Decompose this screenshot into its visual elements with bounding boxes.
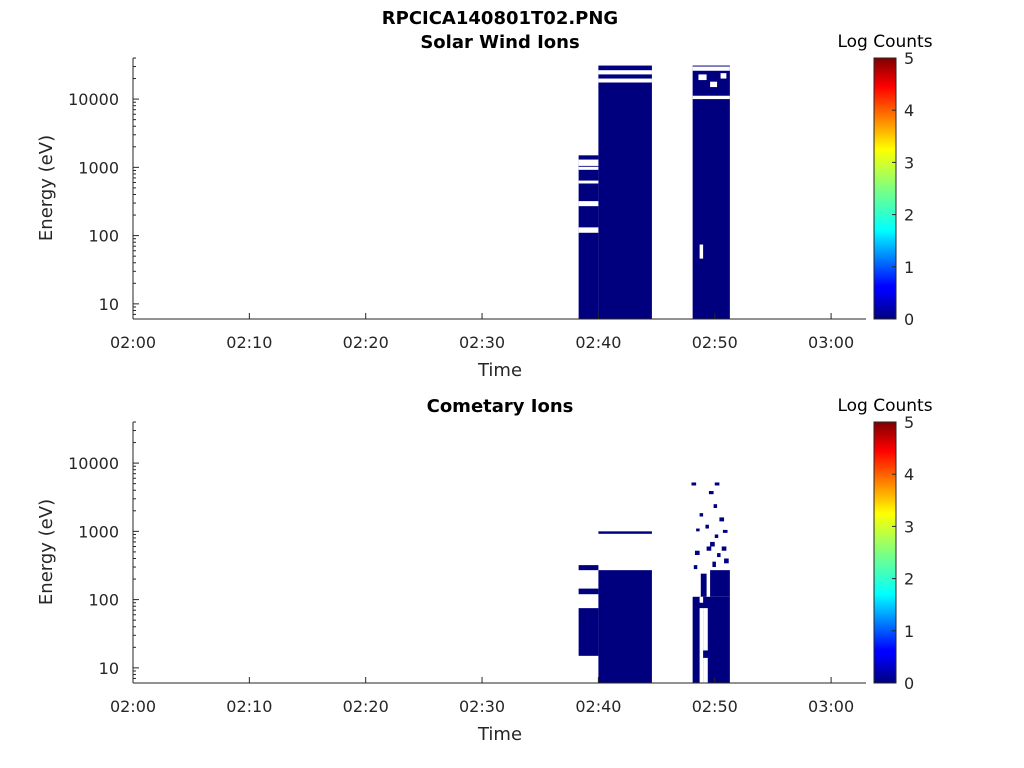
colorbar-tick-label: 3: [904, 153, 914, 172]
colorbar-tick-label: 2: [904, 570, 914, 589]
empty-cell: [578, 227, 599, 233]
heatmap-cell: [700, 573, 707, 597]
x-tick-label: 02:40: [575, 697, 621, 716]
x-tick-label: 02:30: [459, 697, 505, 716]
heatmap-cell: [578, 565, 599, 571]
empty-cell: [703, 657, 708, 683]
y-tick-label: 10000: [68, 454, 119, 473]
heatmap-cell: [598, 531, 652, 534]
panel-title: Solar Wind Ions: [420, 32, 579, 53]
heatmap-cell: [578, 588, 599, 595]
heatmap-cell: [578, 155, 599, 319]
colorbar-tick-label: 0: [904, 674, 914, 693]
empty-cell: [699, 244, 704, 259]
heatmap-cell: [699, 513, 704, 517]
heatmap-cell: [706, 546, 712, 551]
x-tick-label: 02:50: [692, 697, 738, 716]
empty-cell: [578, 201, 599, 207]
colorbar: [873, 57, 897, 320]
y-tick-label: 100: [88, 591, 119, 610]
heatmap-cell: [722, 529, 728, 533]
x-tick-label: 02:00: [110, 697, 156, 716]
colorbar-tick-label: 4: [904, 465, 914, 484]
y-tick-label: 1000: [78, 522, 119, 541]
heatmap-cell: [710, 570, 730, 597]
heatmap-cell: [721, 546, 727, 551]
heatmap-cell: [710, 541, 715, 547]
x-tick-label: 02:50: [692, 333, 738, 352]
heatmap-cell: [578, 608, 599, 656]
colorbar-tick-label: 5: [904, 49, 914, 68]
colorbar: [873, 421, 897, 684]
y-tick-label: 100: [88, 227, 119, 246]
colorbar-tick-label: 0: [904, 310, 914, 329]
heatmap-cell: [705, 524, 709, 529]
heatmap-cell: [696, 528, 700, 532]
x-tick-label: 03:00: [808, 333, 854, 352]
colorbar-tick-label: 1: [904, 622, 914, 641]
heatmap-cell: [724, 558, 729, 564]
y-axis-label: Energy (eV): [36, 499, 57, 605]
colorbar-tick-label: 4: [904, 101, 914, 120]
empty-cell: [578, 166, 599, 170]
x-tick-label: 02:30: [459, 333, 505, 352]
empty-cell: [703, 608, 708, 651]
empty-cell: [699, 596, 704, 603]
x-tick-label: 02:10: [226, 697, 272, 716]
colorbar-tick-label: 3: [904, 517, 914, 536]
empty-cell: [710, 81, 718, 88]
colorbar-tick-label: 5: [904, 413, 914, 432]
empty-cell: [699, 608, 704, 683]
empty-cell: [598, 78, 652, 83]
heatmap-cell: [598, 65, 652, 319]
x-tick-label: 02:20: [343, 333, 389, 352]
y-axis-label: Energy (eV): [36, 135, 57, 241]
empty-cell: [720, 73, 727, 79]
heatmap-cell: [719, 517, 725, 522]
y-tick-label: 10000: [68, 90, 119, 109]
heatmap-cell: [712, 561, 716, 568]
x-axis-label: Time: [477, 360, 522, 381]
heatmap-cell: [714, 482, 720, 486]
cometary-panel: Cometary Ions Time Energy (eV) Log Count…: [36, 396, 933, 745]
heatmap-cell: [598, 570, 652, 683]
colorbar-tick-label: 2: [904, 206, 914, 225]
x-tick-label: 02:00: [110, 333, 156, 352]
y-tick-label: 1000: [78, 158, 119, 177]
x-tick-label: 02:10: [226, 333, 272, 352]
heatmap-cell: [714, 534, 719, 538]
x-tick-label: 03:00: [808, 697, 854, 716]
colorbar-label: Log Counts: [837, 32, 932, 52]
heatmap-cell: [692, 596, 730, 683]
colorbar-label: Log Counts: [837, 396, 932, 416]
y-tick-label: 10: [99, 295, 119, 314]
heatmap-cell: [717, 553, 721, 558]
empty-cell: [692, 66, 730, 71]
empty-cell: [578, 180, 599, 184]
empty-cell: [598, 70, 652, 75]
heatmap-cell: [713, 504, 718, 508]
heatmap-cell: [691, 482, 697, 486]
heatmap-cell: [708, 491, 714, 495]
figure-title: RPCICA140801T02.PNG: [382, 8, 618, 29]
x-axis-label: Time: [477, 724, 522, 745]
empty-cell: [698, 74, 707, 81]
x-tick-label: 02:40: [575, 333, 621, 352]
heatmap-cell: [694, 550, 700, 556]
colorbar-tick-label: 1: [904, 258, 914, 277]
heatmap-cell: [692, 65, 730, 319]
solar-wind-panel: Solar Wind Ions Time Energy (eV) Log Cou…: [36, 32, 933, 381]
y-tick-label: 10: [99, 659, 119, 678]
empty-cell: [692, 95, 730, 100]
heatmap-cell: [693, 565, 698, 570]
empty-cell: [578, 159, 599, 166]
x-tick-label: 02:20: [343, 697, 389, 716]
panel-title: Cometary Ions: [427, 396, 574, 417]
